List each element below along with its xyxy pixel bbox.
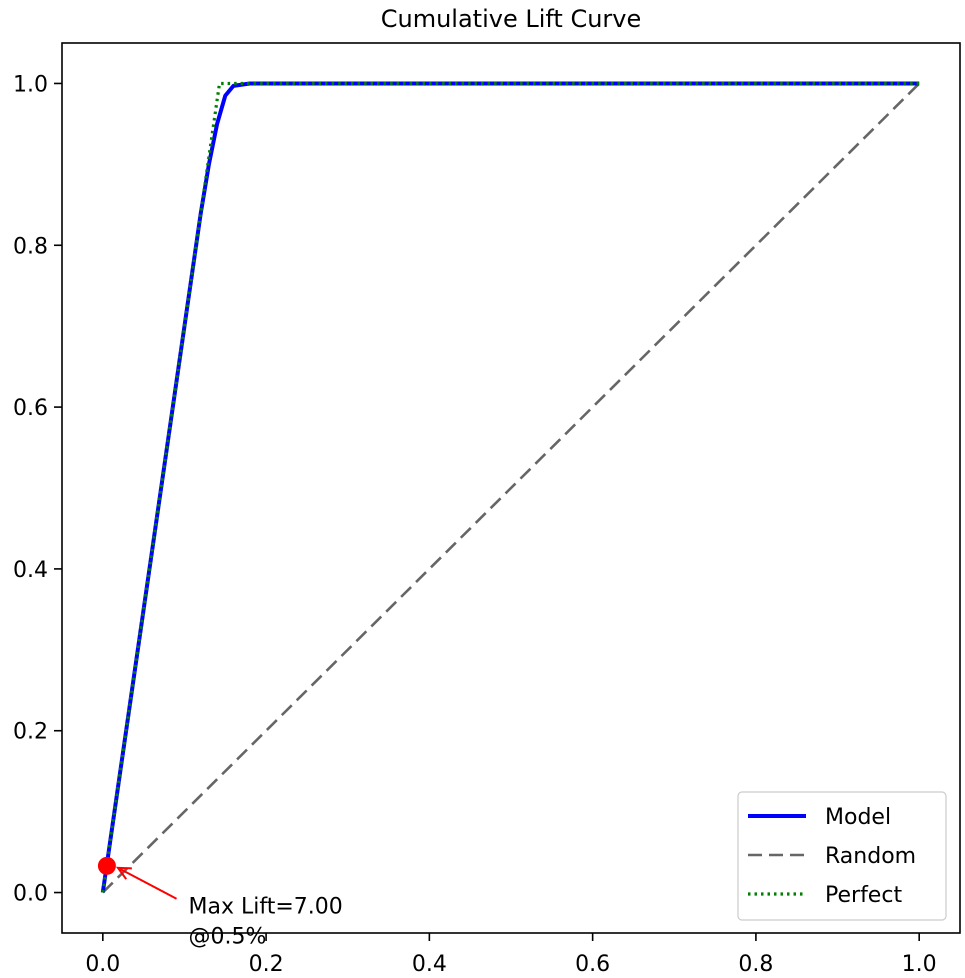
x-tick-label: 0.8 [738, 952, 773, 977]
annotation-arrow [117, 866, 178, 900]
x-tick-label: 0.0 [85, 952, 120, 977]
y-tick-label: 0.4 [13, 558, 48, 583]
x-tick-label: 0.4 [412, 952, 447, 977]
y-tick-label: 1.0 [13, 72, 48, 97]
annotation-arrowhead [115, 866, 132, 880]
y-tick-label: 0.0 [13, 882, 48, 907]
x-tick-label: 0.2 [249, 952, 284, 977]
chart-title: Cumulative Lift Curve [381, 5, 642, 33]
plot-frame [61, 42, 961, 934]
annotation-label-line2: @0.5% [189, 925, 267, 950]
legend-box [737, 791, 947, 921]
legend-label-random: Random [825, 844, 916, 869]
annotation-label-line1: Max Lift=7.00 [189, 895, 343, 920]
legend: Model Random Perfect [737, 791, 947, 921]
x-tick-label: 0.6 [575, 952, 610, 977]
x-tick-label: 1.0 [902, 952, 937, 977]
series-line-random [101, 82, 921, 894]
y-tick-label: 0.8 [13, 234, 48, 259]
max-lift-point [97, 856, 116, 875]
y-tick-label: 0.6 [13, 396, 48, 421]
y-tick-label: 0.2 [13, 720, 48, 745]
legend-label-model: Model [825, 805, 891, 830]
legend-label-perfect: Perfect [825, 883, 902, 908]
